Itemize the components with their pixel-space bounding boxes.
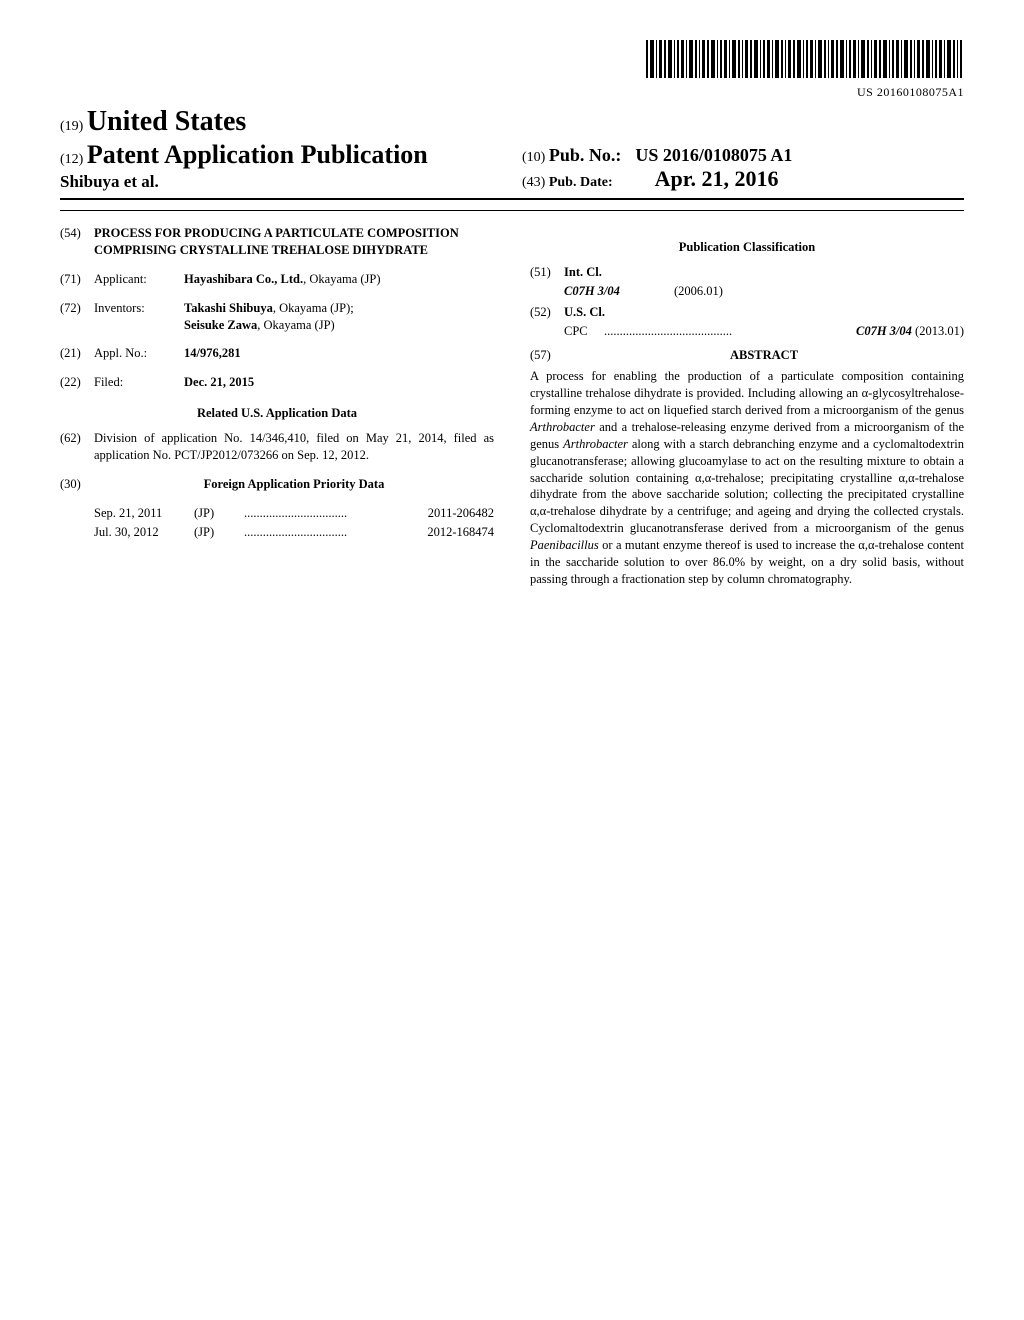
inventors-label: Inventors: bbox=[94, 300, 184, 334]
pubno-label: Pub. No.: bbox=[549, 145, 622, 165]
cpc-value: C07H 3/04 bbox=[856, 324, 912, 338]
priority-num: 2011-206482 bbox=[394, 505, 494, 522]
priority-dots: ................................. bbox=[244, 524, 394, 541]
intcl-date: (2006.01) bbox=[674, 283, 723, 300]
invention-title: PROCESS FOR PRODUCING A PARTICULATE COMP… bbox=[94, 225, 494, 259]
uscl-field: (52) U.S. Cl. bbox=[530, 304, 964, 321]
abstract-part-1: A process for enabling the production of… bbox=[530, 369, 964, 417]
authors: Shibuya et al. bbox=[60, 172, 502, 192]
applicant-code: (71) bbox=[60, 271, 94, 288]
appno-code: (21) bbox=[60, 345, 94, 362]
intcl-field: (51) Int. Cl. bbox=[530, 264, 964, 281]
abstract-text: A process for enabling the production of… bbox=[530, 368, 964, 587]
barcode-block: US 20160108075A1 bbox=[60, 40, 964, 100]
inventors-field: (72) Inventors: Takashi Shibuya, Okayama… bbox=[60, 300, 494, 334]
pubno-line: (10) Pub. No.: US 2016/0108075 A1 bbox=[522, 145, 964, 166]
inventor-2-loc: , Okayama (JP) bbox=[257, 318, 334, 332]
inventor-2-name: Seisuke Zawa bbox=[184, 318, 257, 332]
appno-field: (21) Appl. No.: 14/976,281 bbox=[60, 345, 494, 362]
doc-type-line: (12) Patent Application Publication bbox=[60, 140, 502, 170]
main-columns: (54) PROCESS FOR PRODUCING A PARTICULATE… bbox=[60, 225, 964, 588]
priority-cc: (JP) bbox=[194, 524, 244, 541]
inventors-content: Takashi Shibuya, Okayama (JP); Seisuke Z… bbox=[184, 300, 494, 334]
abstract-heading-row: (57) ABSTRACT bbox=[530, 347, 964, 364]
pubno-code: (10) bbox=[522, 150, 545, 165]
barcode-icon bbox=[644, 40, 964, 78]
division-code: (62) bbox=[60, 430, 94, 464]
doc-type: Patent Application Publication bbox=[87, 140, 428, 169]
applicant-label: Applicant: bbox=[94, 271, 184, 288]
priority-table: Sep. 21, 2011 (JP) .....................… bbox=[94, 505, 494, 541]
pubdate-code: (43) bbox=[522, 175, 545, 190]
division-text: Division of application No. 14/346,410, … bbox=[94, 430, 494, 464]
filed-label: Filed: bbox=[94, 374, 184, 391]
abstract-genus-3: Paenibacillus bbox=[530, 538, 599, 552]
abstract-heading: ABSTRACT bbox=[564, 347, 964, 364]
intcl-code: (51) bbox=[530, 264, 564, 281]
foreign-code: (30) bbox=[60, 476, 94, 493]
applicant-location: , Okayama (JP) bbox=[303, 272, 380, 286]
intcl-row: C07H 3/04 (2006.01) bbox=[564, 283, 964, 300]
title-field: (54) PROCESS FOR PRODUCING A PARTICULATE… bbox=[60, 225, 494, 259]
filed-code: (22) bbox=[60, 374, 94, 391]
pubdate-label: Pub. Date: bbox=[549, 175, 613, 190]
priority-row: Jul. 30, 2012 (JP) .....................… bbox=[94, 524, 494, 541]
header-block: (19) United States (12) Patent Applicati… bbox=[60, 106, 964, 200]
filed-value: Dec. 21, 2015 bbox=[184, 374, 494, 391]
abstract-code: (57) bbox=[530, 347, 564, 364]
uscl-code: (52) bbox=[530, 304, 564, 321]
cpc-row: CPC ....................................… bbox=[564, 323, 964, 340]
cpc-label: CPC bbox=[564, 323, 604, 340]
applicant-content: Hayashibara Co., Ltd., Okayama (JP) bbox=[184, 271, 494, 288]
foreign-heading: Foreign Application Priority Data bbox=[94, 476, 494, 493]
priority-cc: (JP) bbox=[194, 505, 244, 522]
cpc-date: (2013.01) bbox=[912, 324, 964, 338]
country-name: United States bbox=[87, 106, 246, 137]
appno-value: 14/976,281 bbox=[184, 345, 494, 362]
title-code: (54) bbox=[60, 225, 94, 259]
kind-code: (12) bbox=[60, 152, 83, 167]
priority-num: 2012-168474 bbox=[394, 524, 494, 541]
applicant-field: (71) Applicant: Hayashibara Co., Ltd., O… bbox=[60, 271, 494, 288]
division-field: (62) Division of application No. 14/346,… bbox=[60, 430, 494, 464]
pubclass-heading: Publication Classification bbox=[530, 239, 964, 256]
abstract-genus-1: Arthrobacter bbox=[530, 420, 595, 434]
appno-label: Appl. No.: bbox=[94, 345, 184, 362]
doc-id-small: US 20160108075A1 bbox=[60, 85, 964, 100]
intcl-label: Int. Cl. bbox=[564, 264, 964, 281]
country-line: (19) United States bbox=[60, 106, 502, 138]
priority-date: Sep. 21, 2011 bbox=[94, 505, 194, 522]
abstract-genus-2: Arthrobacter bbox=[563, 437, 628, 451]
pubdate-value: Apr. 21, 2016 bbox=[655, 166, 779, 191]
country-code: (19) bbox=[60, 119, 83, 134]
uscl-label: U.S. Cl. bbox=[564, 304, 964, 321]
applicant-name: Hayashibara Co., Ltd. bbox=[184, 272, 303, 286]
related-heading: Related U.S. Application Data bbox=[60, 405, 494, 422]
pubdate-line: (43) Pub. Date: Apr. 21, 2016 bbox=[522, 166, 964, 192]
intcl-class: C07H 3/04 bbox=[564, 283, 674, 300]
inventors-code: (72) bbox=[60, 300, 94, 334]
abstract-part-3: along with a starch debranching enzyme a… bbox=[530, 437, 964, 535]
right-column: Publication Classification (51) Int. Cl.… bbox=[530, 225, 964, 588]
divider bbox=[60, 210, 964, 211]
priority-dots: ................................. bbox=[244, 505, 394, 522]
left-column: (54) PROCESS FOR PRODUCING A PARTICULATE… bbox=[60, 225, 494, 588]
priority-date: Jul. 30, 2012 bbox=[94, 524, 194, 541]
inventor-1-loc: , Okayama (JP); bbox=[273, 301, 354, 315]
inventor-1-name: Takashi Shibuya bbox=[184, 301, 273, 315]
cpc-dots: ........................................… bbox=[604, 323, 856, 340]
foreign-field: (30) Foreign Application Priority Data bbox=[60, 476, 494, 493]
filed-field: (22) Filed: Dec. 21, 2015 bbox=[60, 374, 494, 391]
priority-row: Sep. 21, 2011 (JP) .....................… bbox=[94, 505, 494, 522]
pubno-value: US 2016/0108075 A1 bbox=[635, 145, 792, 165]
